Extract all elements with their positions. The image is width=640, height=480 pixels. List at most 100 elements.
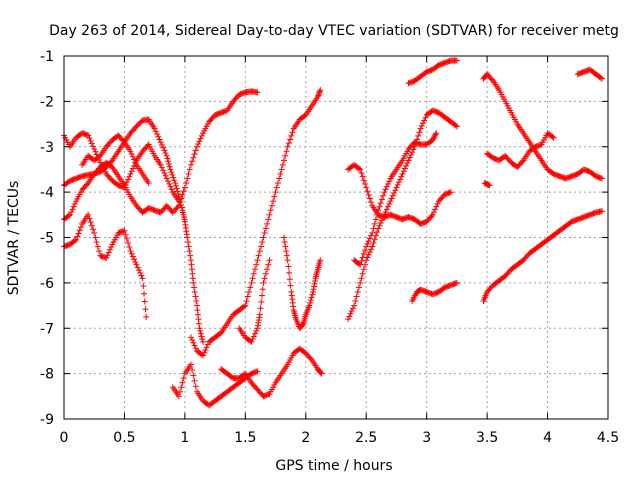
x-tick-label: 3.5 bbox=[476, 430, 498, 446]
data-point-arc-k bbox=[370, 239, 377, 246]
data-point-arc-m bbox=[384, 180, 391, 187]
data-point-arc-b bbox=[151, 125, 158, 132]
data-point-arc-d bbox=[127, 248, 134, 255]
data-point-arc-c bbox=[185, 170, 192, 177]
data-point-arc-i bbox=[253, 327, 260, 334]
x-tick-label: 1.5 bbox=[234, 430, 256, 446]
data-point-arc-c bbox=[177, 199, 184, 206]
data-point-arc-b bbox=[152, 128, 159, 135]
data-point-arc-j bbox=[283, 252, 290, 259]
data-point-arc-d bbox=[121, 227, 128, 234]
data-point-arc-h bbox=[307, 355, 314, 362]
data-point-arc-a bbox=[158, 164, 165, 171]
data-point-arc-i bbox=[256, 311, 263, 318]
data-point-arc-e bbox=[127, 148, 134, 155]
data-point-arc-g bbox=[287, 136, 294, 143]
data-point-arc-m bbox=[375, 207, 382, 214]
data-point-arc-l bbox=[357, 166, 364, 173]
data-point-arc-d bbox=[137, 269, 144, 276]
data-point-arc-m bbox=[381, 189, 388, 196]
data-point-arc-b bbox=[155, 133, 162, 140]
data-point-arc-k bbox=[360, 266, 367, 273]
data-point-arc-d bbox=[94, 243, 101, 250]
data-point-arc-d bbox=[132, 259, 139, 266]
data-point-arc-g bbox=[258, 243, 265, 250]
data-point-arc-a bbox=[91, 146, 98, 153]
data-point-arc-r bbox=[549, 133, 556, 140]
data-point-arc-j bbox=[309, 291, 316, 298]
data-point-arc-q bbox=[598, 175, 605, 182]
data-point-arc-m bbox=[372, 216, 379, 223]
data-point-arc-d bbox=[142, 306, 149, 313]
data-point-arc-m bbox=[431, 132, 438, 139]
data-point-arc-k bbox=[359, 270, 366, 277]
data-point-arc-k bbox=[351, 302, 358, 309]
data-point-arc-d bbox=[126, 244, 133, 251]
data-point-arc-g bbox=[247, 284, 254, 291]
data-point-arc-a bbox=[164, 178, 171, 185]
data-point-arc-a bbox=[87, 137, 94, 144]
data-point-arc-m bbox=[382, 186, 389, 193]
data-point-arc-c bbox=[191, 151, 198, 158]
x-tick-label: 3 bbox=[422, 430, 431, 446]
data-point-arc-i bbox=[259, 292, 266, 299]
data-point-arc-s bbox=[486, 182, 493, 189]
data-point-arc-t bbox=[597, 74, 604, 81]
data-point-arc-g bbox=[187, 334, 194, 341]
data-point-arc-a bbox=[85, 132, 92, 139]
data-point-arc-g bbox=[245, 288, 252, 295]
data-point-arc-a bbox=[160, 167, 167, 174]
data-point-arc-c bbox=[192, 147, 199, 154]
data-point-arc-l bbox=[360, 177, 367, 184]
data-point-arc-m bbox=[433, 130, 440, 137]
data-point-arc-m bbox=[360, 250, 367, 257]
data-point-arc-i bbox=[257, 305, 264, 312]
data-point-arc-i bbox=[259, 286, 266, 293]
data-point-arc-n bbox=[453, 279, 460, 286]
data-point-arc-d bbox=[73, 236, 80, 243]
data-point-arc-b bbox=[168, 169, 175, 176]
data-point-arc-g bbox=[274, 180, 281, 187]
data-point-arc-h bbox=[317, 369, 324, 376]
data-point-arc-d bbox=[125, 239, 132, 246]
data-point-arc-g bbox=[253, 261, 260, 268]
ticks-layer: 0 0.5 1 1.5 2 2.5 3 3.5 4 4.5 -9 -8 -7 -6 -5 -4 -3 -2 -1 bbox=[40, 49, 619, 446]
data-point-arc-o bbox=[453, 57, 460, 64]
data-point-arc-e bbox=[132, 159, 139, 166]
data-point-arc-k bbox=[403, 162, 410, 169]
data-point-arc-f bbox=[190, 372, 197, 379]
data-point-arc-j bbox=[307, 297, 314, 304]
data-point-arc-c bbox=[180, 188, 187, 195]
data-point-arc-m bbox=[432, 131, 439, 138]
data-point-arc-k bbox=[407, 151, 414, 158]
data-point-arc-k bbox=[421, 117, 428, 124]
data-point-arc-g bbox=[268, 202, 275, 209]
data-point-arc-e bbox=[131, 156, 138, 163]
data-point-arc-k bbox=[405, 157, 412, 164]
data-point-arc-b bbox=[196, 325, 203, 332]
data-point-arc-g bbox=[204, 341, 211, 348]
data-point-arc-m bbox=[368, 232, 375, 239]
data-point-arc-b bbox=[187, 252, 194, 259]
x-tick-label: 2.5 bbox=[355, 430, 377, 446]
data-point-arc-g bbox=[264, 220, 271, 227]
data-point-arc-k bbox=[369, 243, 376, 250]
data-point-arc-k bbox=[345, 316, 352, 323]
data-point-arc-k bbox=[384, 203, 391, 210]
data-point-arc-d bbox=[88, 222, 95, 229]
data-point-arc-b bbox=[190, 279, 197, 286]
data-point-arc-g bbox=[282, 152, 289, 159]
data-point-arc-d bbox=[105, 249, 112, 256]
data-point-arc-m bbox=[365, 238, 372, 245]
data-point-arc-b bbox=[157, 139, 164, 146]
data-point-arc-k bbox=[400, 168, 407, 175]
x-tick-label: 0.5 bbox=[113, 430, 135, 446]
data-point-arc-k bbox=[388, 195, 395, 202]
data-point-arc-k bbox=[371, 236, 378, 243]
data-point-arc-b bbox=[161, 147, 168, 154]
y-axis-label: SDTVAR / TECUs bbox=[6, 181, 22, 296]
data-point-arc-k bbox=[399, 170, 406, 177]
data-point-arc-b bbox=[158, 141, 165, 148]
data-point-arc-g bbox=[270, 198, 277, 205]
data-point-arc-c bbox=[197, 135, 204, 142]
